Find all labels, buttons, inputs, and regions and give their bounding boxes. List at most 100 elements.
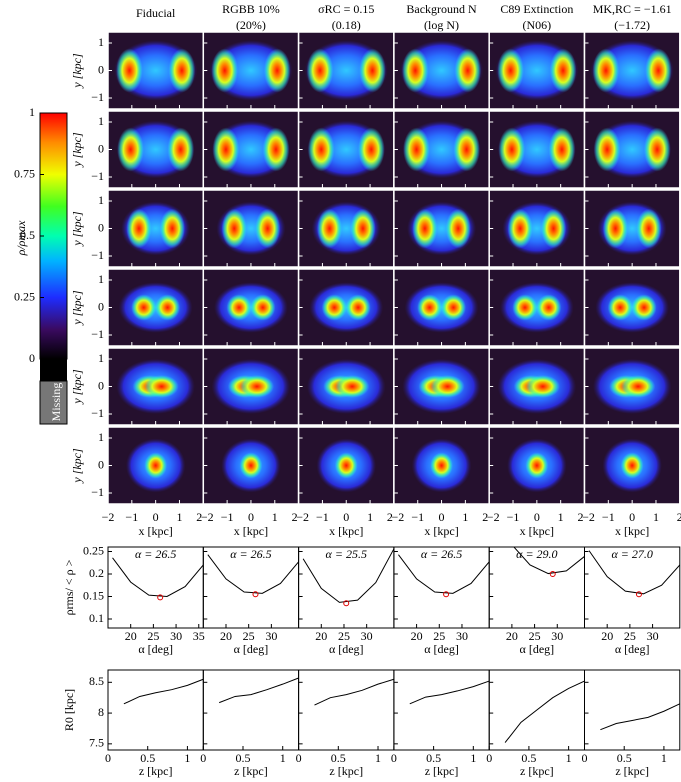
best-fit-point <box>252 591 259 598</box>
panel-frame <box>202 669 300 751</box>
x-tick-label: 30 <box>551 629 563 643</box>
map-peak <box>507 208 533 249</box>
x-tick-label: 0 <box>486 751 492 765</box>
x-tick-label: 0 <box>391 751 397 765</box>
x-tick-label: 0.5 <box>236 751 251 765</box>
map-y-label: y [kpc] <box>70 448 84 484</box>
map-x-tick-label: 1 <box>462 510 468 524</box>
map-y-tick-label: −1 <box>91 248 104 262</box>
map-peak <box>593 127 621 172</box>
map-peak <box>403 127 430 172</box>
column-title: (0.18) <box>332 18 361 32</box>
map-y-tick-label: −1 <box>91 169 104 183</box>
map-peak <box>250 294 276 321</box>
column-title: σRC = 0.15 <box>318 2 374 16</box>
density-map <box>488 426 586 505</box>
map-y-tick-label: 1 <box>98 35 104 49</box>
x-tick-label: 30 <box>361 629 373 643</box>
x-tick-label: 0 <box>296 751 302 765</box>
map-peak <box>417 294 443 321</box>
colorbar-tick-label: 0.25 <box>14 289 35 303</box>
map-x-tick-label: 0 <box>439 510 445 524</box>
x-tick-label: 1 <box>566 751 572 765</box>
density-map <box>107 189 205 268</box>
line <box>314 678 394 706</box>
map-peak <box>631 294 657 321</box>
density-map <box>393 426 490 505</box>
colorbar <box>39 112 68 360</box>
map-peak <box>154 294 181 321</box>
map-peak <box>359 48 386 93</box>
map-x-tick-label: −1 <box>221 510 234 524</box>
density-map <box>297 31 395 110</box>
panel-frame <box>584 546 681 629</box>
map-peak <box>602 208 629 249</box>
map-peak <box>620 375 656 398</box>
map-x-tick-label: 0 <box>343 510 349 524</box>
map-peak <box>345 294 371 321</box>
x-label: α [deg] <box>424 642 459 656</box>
x-tick-label: 0.5 <box>331 751 346 765</box>
map-peak <box>445 208 471 249</box>
density-map <box>488 110 586 189</box>
best-fit-point <box>443 591 450 598</box>
map-peak <box>412 208 438 249</box>
density-map <box>107 347 205 426</box>
missing-label: Missing <box>49 383 63 422</box>
x-tick-label: 25 <box>338 629 350 643</box>
x-tick-label: 20 <box>125 629 137 643</box>
map-peak <box>525 375 560 398</box>
best-fit-point <box>343 600 350 607</box>
map-peak <box>350 208 376 249</box>
map-y-tick-label: 0 <box>98 299 104 313</box>
x-label: α [deg] <box>234 642 269 656</box>
map-x-tick-label: 1 <box>176 510 182 524</box>
x-label: z [kpc] <box>615 764 649 778</box>
colorbar-missing-black <box>40 359 67 381</box>
x-label: α [deg] <box>329 642 364 656</box>
map-y-label: y [kpc] <box>70 211 84 247</box>
map-peak <box>430 375 465 398</box>
map-y-tick-label: 1 <box>98 193 104 207</box>
map-y-tick-label: −1 <box>91 90 104 104</box>
map-peak <box>307 127 335 172</box>
annotation: α = 26.5 <box>421 547 462 561</box>
line <box>409 680 490 705</box>
map-x-tick-label: −2 <box>296 510 309 524</box>
map-peak <box>226 294 252 321</box>
line <box>588 550 680 595</box>
x-tick-label: 20 <box>506 629 518 643</box>
panel-frame <box>393 669 490 751</box>
x-tick-label: 25 <box>433 629 445 643</box>
map-y-tick-label: 1 <box>98 272 104 286</box>
x-tick-label: 30 <box>647 629 659 643</box>
colorbar-tick-label: 0.75 <box>14 166 35 180</box>
x-tick-label: 1 <box>661 751 667 765</box>
map-peak <box>263 48 291 93</box>
x-tick-label: 1 <box>375 751 381 765</box>
column-title: Fiducial <box>136 6 176 20</box>
x-label: α [deg] <box>520 642 555 656</box>
map-x-tick-label: 2 <box>196 510 202 524</box>
annotation: α = 26.5 <box>230 547 271 561</box>
density-map <box>393 110 490 189</box>
map-y-tick-label: 0 <box>98 62 104 76</box>
map-x-tick-label: −1 <box>316 510 329 524</box>
y-tick-label: 0.25 <box>83 543 104 557</box>
map-peak <box>643 127 671 172</box>
map-x-label: x [kpc] <box>424 524 458 538</box>
map-peak <box>167 127 195 172</box>
map-y-tick-label: 0 <box>98 141 104 155</box>
map-peak <box>453 127 480 172</box>
map-x-tick-label: 2 <box>387 510 393 524</box>
map-peak <box>334 452 358 479</box>
x-tick-label: 0.5 <box>426 751 441 765</box>
density-map <box>583 110 681 189</box>
density-map <box>107 426 205 505</box>
column-title: RGBB 10% <box>222 2 280 16</box>
map-x-tick-label: 1 <box>558 510 564 524</box>
map-peak <box>620 452 644 479</box>
colorbar-tick-label: 0 <box>29 351 35 365</box>
map-peak <box>239 375 275 398</box>
map-y-label: y [kpc] <box>70 290 84 326</box>
